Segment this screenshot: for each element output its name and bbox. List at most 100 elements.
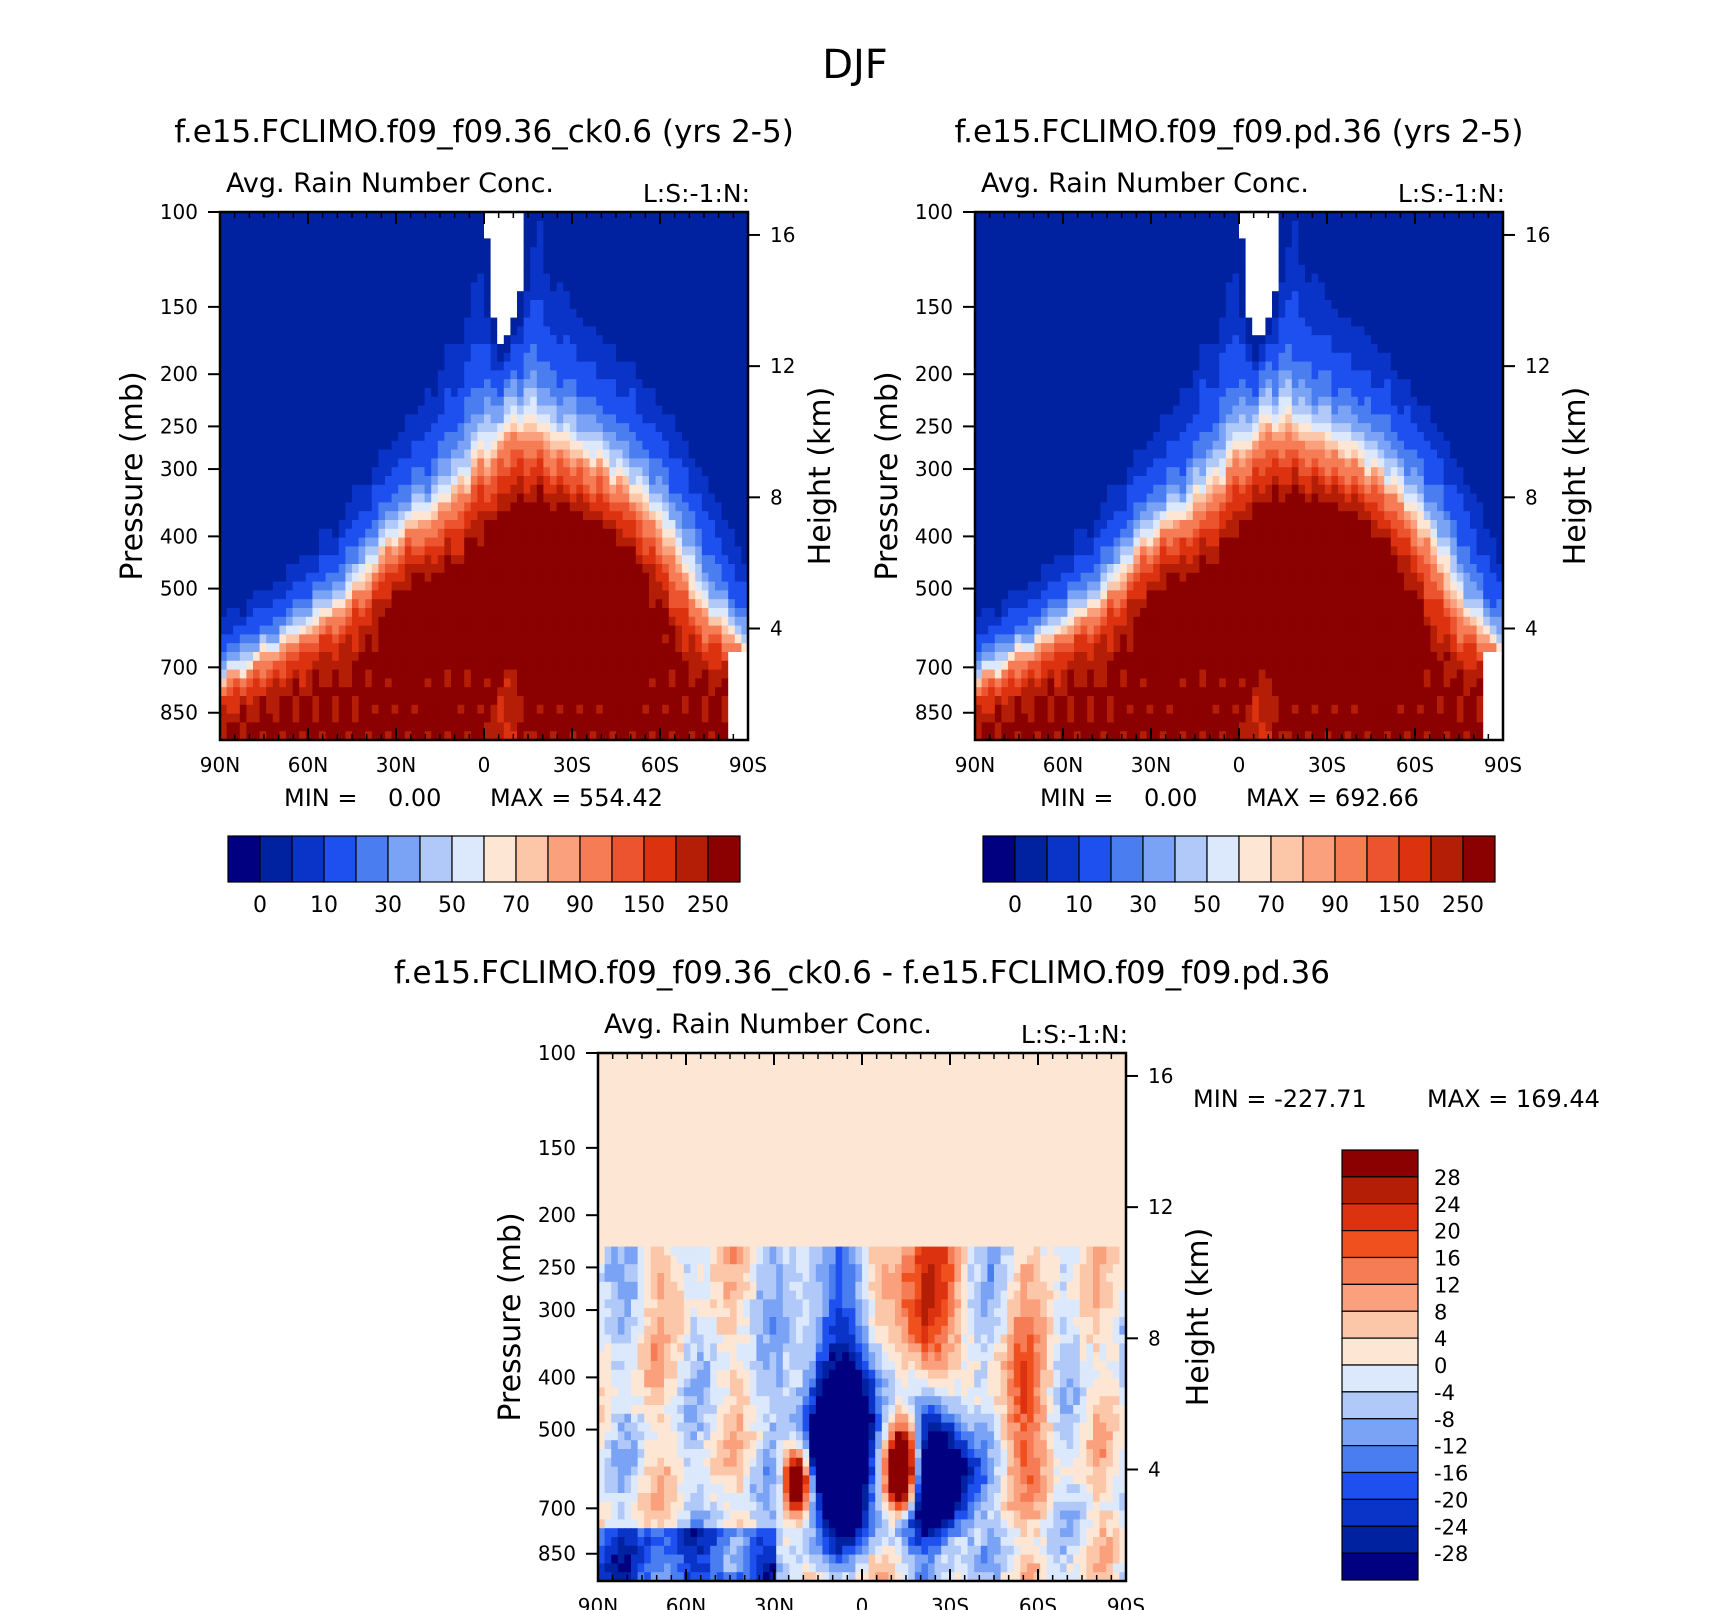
heat-cell — [431, 616, 439, 627]
heat-cell — [391, 608, 399, 618]
heat-cell — [477, 300, 485, 310]
heat-cell — [741, 537, 749, 547]
heat-cell — [497, 414, 505, 424]
heat-cell — [741, 599, 749, 609]
heat-cell — [424, 326, 432, 336]
heat-cell — [477, 414, 485, 424]
heat-cell — [589, 414, 597, 424]
heat-cell — [576, 317, 584, 327]
heat-cell — [622, 687, 630, 697]
heat-cell — [371, 282, 379, 292]
heat-cell — [543, 229, 551, 239]
heat-cell — [734, 212, 742, 222]
heat-cell — [616, 317, 624, 327]
heat-cell — [457, 379, 465, 389]
heat-cell — [569, 388, 577, 398]
heat-cell — [609, 220, 617, 231]
heat-cell — [609, 713, 617, 723]
heat-cell — [233, 731, 241, 741]
heat-cell — [563, 247, 571, 257]
heat-cell — [589, 484, 597, 495]
heat-cell — [695, 564, 703, 574]
heat-cell — [404, 696, 412, 706]
heat-cell — [563, 423, 571, 433]
heat-cell — [424, 528, 432, 539]
heat-cell — [305, 361, 313, 371]
heat-cell — [358, 669, 366, 679]
heat-cell — [715, 238, 723, 248]
heat-cell — [411, 414, 419, 424]
heat-cell — [484, 581, 492, 591]
heat-cell — [424, 625, 432, 635]
heat-cell — [517, 396, 525, 407]
heat-cell — [616, 581, 624, 591]
heat-cell — [609, 467, 617, 477]
heat-cell — [286, 326, 294, 336]
colorbar-label: 150 — [623, 893, 665, 918]
heat-cell — [635, 229, 643, 239]
heat-cell — [457, 300, 465, 310]
heat-cell — [715, 713, 723, 723]
heat-cell — [589, 634, 597, 644]
heat-cell — [708, 546, 716, 556]
heat-cell — [701, 608, 709, 618]
heat-cell — [616, 291, 624, 301]
heat-cell — [338, 458, 346, 468]
heat-cell — [741, 634, 749, 644]
heat-cell — [701, 352, 709, 363]
heat-cell — [622, 388, 630, 398]
heat-cell — [312, 652, 320, 662]
heat-cell — [385, 405, 393, 415]
heat-cell — [226, 379, 234, 389]
heat-cell — [305, 317, 313, 327]
heat-cell — [220, 326, 228, 336]
heat-cell — [708, 537, 716, 547]
heat-cell — [253, 388, 261, 398]
heat-cell — [404, 440, 412, 451]
heat-cell — [675, 660, 683, 671]
heat-cell — [688, 502, 696, 512]
heat-cell — [404, 423, 412, 433]
heat-cell — [457, 388, 465, 398]
heat-cell — [470, 264, 478, 275]
heat-cell — [279, 722, 287, 732]
heat-cell — [345, 616, 353, 627]
heat-cell — [589, 423, 597, 433]
heat-cell — [642, 652, 650, 662]
heat-cell — [371, 229, 379, 239]
heat-cell — [675, 511, 683, 521]
heat-cell — [371, 370, 379, 380]
heat-cell — [721, 326, 729, 336]
heat-cell — [550, 687, 558, 697]
heat-cell — [259, 555, 267, 565]
heat-cell — [569, 432, 577, 442]
heat-cell — [319, 449, 327, 459]
heat-cell — [220, 660, 228, 671]
heat-cell — [662, 352, 670, 363]
heat-cell — [497, 643, 505, 653]
heat-cell — [477, 722, 485, 732]
heat-cell — [589, 581, 597, 591]
heat-cell — [708, 652, 716, 662]
heat-cell — [378, 722, 386, 732]
heat-cell — [688, 511, 696, 521]
heat-cell — [319, 264, 327, 275]
heat-cell — [312, 564, 320, 574]
heat-cell — [602, 625, 610, 635]
heat-cell — [292, 669, 300, 679]
heat-cell — [279, 528, 287, 539]
heat-cell — [550, 282, 558, 292]
heat-cell — [649, 229, 657, 239]
heat-cell — [655, 370, 663, 380]
heat-cell — [602, 634, 610, 644]
heat-cell — [715, 696, 723, 706]
heat-cell — [490, 484, 498, 495]
heat-cell — [332, 352, 340, 363]
heat-cell — [305, 511, 313, 521]
heat-cell — [523, 432, 531, 442]
heat-cell — [398, 432, 406, 442]
heat-cell — [695, 608, 703, 618]
heat-cell — [642, 300, 650, 310]
heat-cell — [378, 440, 386, 451]
heat-cell — [530, 344, 538, 354]
